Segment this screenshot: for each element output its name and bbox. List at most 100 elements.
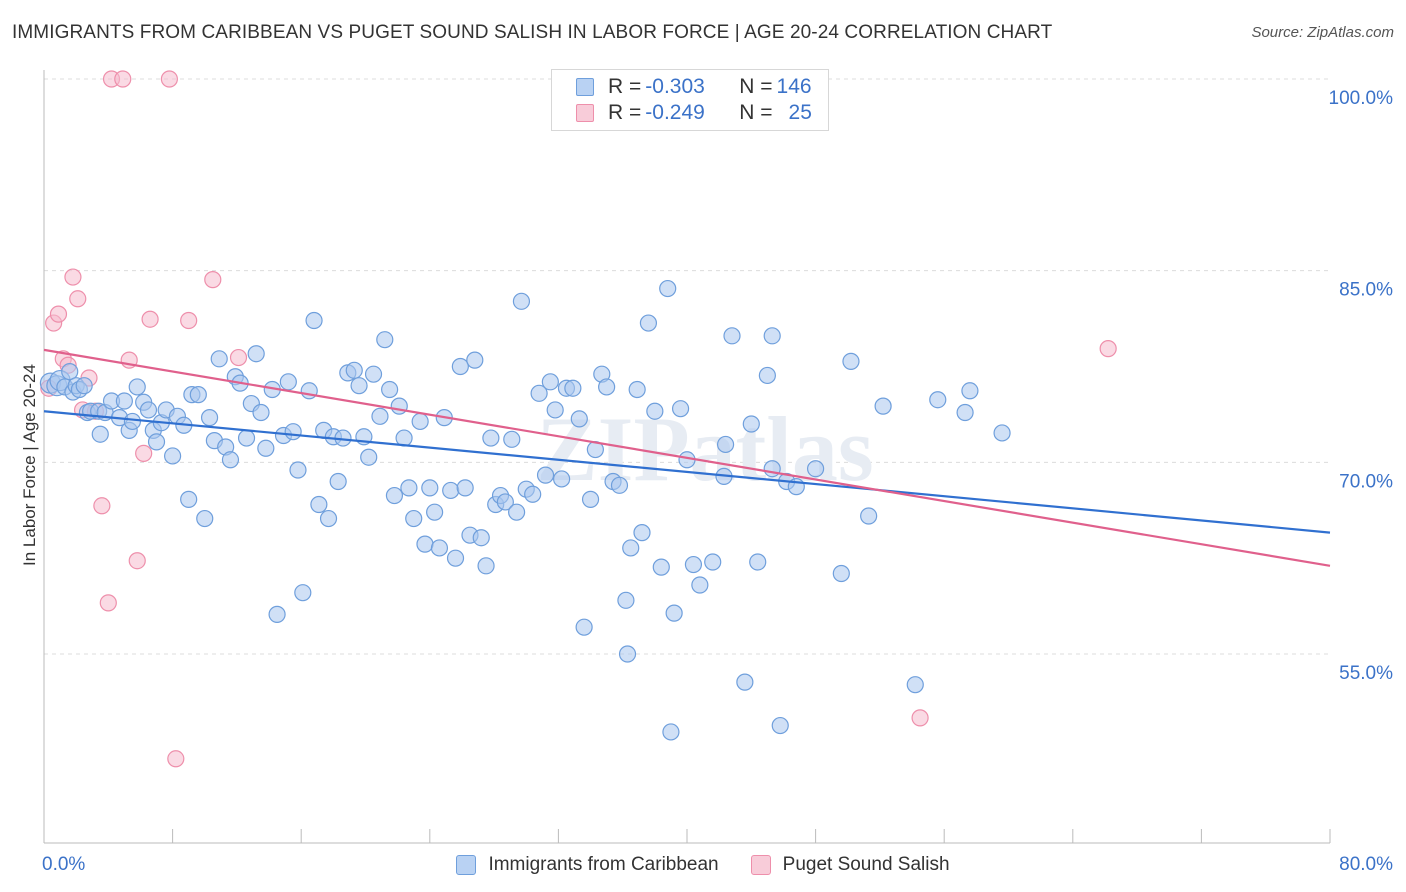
data-point-caribbean bbox=[305, 311, 323, 330]
legend-r-value: -0.249 bbox=[645, 101, 705, 124]
data-point-caribbean bbox=[581, 490, 600, 508]
data-point-caribbean bbox=[421, 479, 439, 497]
y-axis-label: In Labor Force | Age 20-24 bbox=[20, 364, 39, 566]
data-point-caribbean bbox=[405, 509, 423, 528]
data-point-caribbean bbox=[482, 429, 500, 447]
data-point-caribbean bbox=[598, 378, 616, 396]
trend-line-salish bbox=[43, 348, 1331, 567]
data-point-caribbean bbox=[472, 529, 490, 547]
legend-n-value: 25 bbox=[788, 101, 812, 124]
data-point-caribbean bbox=[993, 424, 1011, 442]
data-point-caribbean bbox=[350, 377, 368, 395]
data-point-caribbean bbox=[652, 558, 670, 576]
data-point-caribbean bbox=[553, 470, 571, 488]
data-point-caribbean bbox=[200, 409, 219, 427]
data-point-caribbean bbox=[385, 486, 404, 505]
legend-row-caribbean: R = -0.303 N = 146 bbox=[576, 75, 812, 99]
legend-r-label: R = bbox=[608, 101, 642, 124]
data-point-salish bbox=[1099, 340, 1117, 358]
x-tick-label: 0.0% bbox=[42, 854, 85, 875]
data-point-caribbean bbox=[763, 460, 781, 478]
data-point-caribbean bbox=[758, 366, 776, 385]
data-point-caribbean bbox=[961, 382, 979, 400]
series-swatch-salish bbox=[750, 855, 771, 875]
data-point-caribbean bbox=[180, 490, 198, 508]
legend-swatch-caribbean bbox=[576, 78, 594, 96]
trend-lines bbox=[43, 348, 1331, 567]
data-point-caribbean bbox=[716, 435, 735, 454]
data-point-caribbean bbox=[189, 386, 207, 404]
data-point-caribbean bbox=[268, 605, 286, 623]
data-point-caribbean bbox=[128, 378, 146, 396]
trend-line-caribbean bbox=[43, 410, 1331, 534]
data-point-salish bbox=[69, 290, 87, 308]
y-tick-label: 85.0% bbox=[1339, 280, 1393, 301]
data-point-salish bbox=[93, 497, 111, 515]
data-point-caribbean bbox=[115, 392, 133, 410]
series-legend: Immigrants from Caribbean Puget Sound Sa… bbox=[0, 852, 1406, 878]
data-point-caribbean bbox=[61, 363, 79, 381]
data-point-caribbean bbox=[806, 460, 825, 478]
series-label-caribbean: Immigrants from Caribbean bbox=[488, 854, 719, 875]
x-tick-label: 80.0% bbox=[1339, 854, 1393, 875]
data-point-caribbean bbox=[736, 673, 754, 691]
legend-n-label: N = bbox=[739, 75, 773, 98]
data-point-caribbean bbox=[763, 327, 781, 345]
data-point-caribbean bbox=[832, 564, 850, 583]
legend-n-value: 146 bbox=[776, 75, 812, 98]
source-label: Source: ZipAtlas.com bbox=[1251, 24, 1394, 41]
y-tick-label: 55.0% bbox=[1339, 663, 1393, 684]
chart-title: IMMIGRANTS FROM CARIBBEAN VS PUGET SOUND… bbox=[12, 22, 1053, 43]
data-point-caribbean bbox=[123, 412, 142, 431]
data-point-caribbean bbox=[671, 400, 690, 418]
data-point-caribbean bbox=[252, 403, 270, 422]
y-tick-label: 100.0% bbox=[1329, 88, 1394, 109]
data-point-caribbean bbox=[329, 472, 347, 491]
data-point-caribbean bbox=[139, 401, 158, 419]
data-point-caribbean bbox=[530, 384, 548, 402]
data-point-caribbean bbox=[906, 676, 924, 694]
data-point-salish bbox=[64, 268, 82, 286]
data-point-caribbean bbox=[451, 357, 469, 376]
data-point-caribbean bbox=[430, 539, 449, 557]
data-point-caribbean bbox=[279, 373, 297, 391]
data-point-caribbean bbox=[289, 461, 307, 479]
data-point-salish bbox=[114, 70, 132, 88]
data-point-caribbean bbox=[546, 401, 564, 419]
legend-n-label: N = bbox=[739, 101, 773, 124]
y-tick-label: 70.0% bbox=[1339, 471, 1393, 492]
data-point-caribbean bbox=[564, 379, 582, 397]
data-point-caribbean bbox=[416, 535, 434, 553]
data-point-caribbean bbox=[390, 397, 408, 415]
data-point-caribbean bbox=[575, 618, 593, 636]
data-point-caribbean bbox=[310, 495, 328, 514]
data-point-caribbean bbox=[956, 403, 974, 422]
data-point-salish bbox=[229, 348, 248, 367]
data-point-salish bbox=[160, 70, 178, 88]
data-point-caribbean bbox=[400, 479, 418, 497]
data-point-caribbean bbox=[541, 373, 559, 391]
data-point-caribbean bbox=[618, 645, 637, 663]
data-point-caribbean bbox=[860, 507, 878, 525]
legend-r-label: R = bbox=[608, 75, 642, 98]
data-point-caribbean bbox=[659, 279, 677, 298]
data-point-caribbean bbox=[610, 476, 629, 494]
data-point-caribbean bbox=[376, 331, 394, 349]
data-point-caribbean bbox=[442, 481, 460, 500]
data-point-caribbean bbox=[91, 425, 109, 443]
data-point-caribbean bbox=[512, 292, 531, 310]
data-point-salish bbox=[167, 750, 185, 768]
data-point-caribbean bbox=[364, 365, 383, 383]
data-point-caribbean bbox=[319, 509, 338, 528]
data-point-salish bbox=[141, 310, 159, 328]
data-point-caribbean bbox=[446, 549, 465, 567]
data-point-caribbean bbox=[381, 380, 399, 399]
data-point-caribbean bbox=[874, 397, 892, 415]
data-point-caribbean bbox=[411, 412, 429, 431]
data-point-caribbean bbox=[221, 451, 240, 469]
data-point-caribbean bbox=[617, 591, 635, 609]
data-point-caribbean bbox=[633, 524, 651, 542]
data-point-caribbean bbox=[75, 377, 93, 395]
data-point-caribbean bbox=[524, 485, 542, 503]
